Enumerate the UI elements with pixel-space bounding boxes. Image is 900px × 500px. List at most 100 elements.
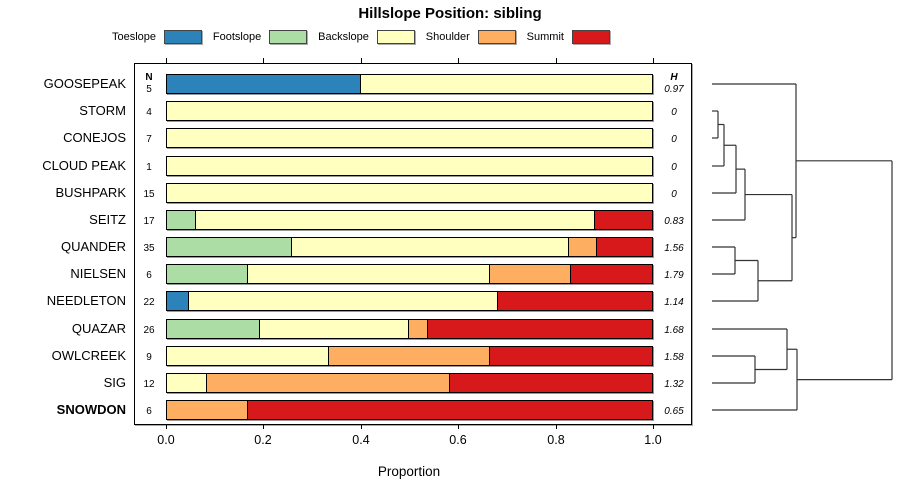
axis-tick-top xyxy=(458,58,459,63)
bar-segment-summit xyxy=(596,238,652,256)
bar-row xyxy=(166,373,653,393)
bar-row xyxy=(166,291,653,311)
bar-row xyxy=(166,319,653,339)
h-value: 0 xyxy=(671,134,677,145)
legend-label: Summit xyxy=(526,30,564,43)
legend-label: Shoulder xyxy=(425,30,470,43)
bar-row xyxy=(166,237,653,257)
bar-segment-backslope xyxy=(247,265,491,283)
n-column-header: N xyxy=(145,72,153,83)
site-label: QUAZAR xyxy=(71,321,126,336)
legend-swatch-icon xyxy=(269,29,308,44)
n-value: 9 xyxy=(146,352,152,363)
bar-segment-toeslope xyxy=(167,292,189,310)
bar-row xyxy=(166,156,653,176)
bar-row xyxy=(166,101,653,121)
h-value: 1.58 xyxy=(664,352,684,363)
bar-segment-backslope xyxy=(167,374,208,392)
n-value: 1 xyxy=(146,162,152,173)
site-label: CONEJOS xyxy=(63,130,126,145)
axis-tick-label: 0.2 xyxy=(254,433,272,447)
bar-segment-summit xyxy=(490,347,652,365)
h-value: 0 xyxy=(671,107,677,118)
n-value: 6 xyxy=(146,406,152,417)
h-value: 1.68 xyxy=(664,325,684,336)
bar-segment-footslope xyxy=(167,265,248,283)
bar-segment-backslope xyxy=(291,238,570,256)
axis-tick-bottom xyxy=(458,424,459,429)
legend-swatch-icon xyxy=(164,29,203,44)
n-value: 17 xyxy=(143,216,155,227)
bar-segment-backslope xyxy=(260,320,410,338)
h-value: 0.97 xyxy=(664,84,684,95)
site-label: QUANDER xyxy=(60,239,126,254)
legend-swatch-icon xyxy=(477,29,516,44)
h-value: 1.56 xyxy=(664,243,684,254)
legend-item: Backslope xyxy=(318,29,415,44)
n-value: 15 xyxy=(143,189,155,200)
legend-item: Footslope xyxy=(213,29,308,44)
h-value: 0.83 xyxy=(664,216,684,227)
axis-tick-bottom xyxy=(653,424,654,429)
bar-row xyxy=(166,183,653,203)
bar-segment-summit xyxy=(571,265,652,283)
bar-segment-backslope xyxy=(361,75,652,93)
legend-swatch-icon xyxy=(376,29,415,44)
n-value: 35 xyxy=(143,243,155,254)
axis-tick-label: 0.6 xyxy=(449,433,467,447)
bar-segment-shoulder xyxy=(409,320,428,338)
bar-segment-summit xyxy=(594,211,652,229)
legend-item: Summit xyxy=(526,29,610,44)
bar-row xyxy=(166,264,653,284)
n-value: 22 xyxy=(143,297,155,308)
site-label: CLOUD PEAK xyxy=(42,158,126,173)
bar-row xyxy=(166,210,653,230)
h-value: 0.65 xyxy=(664,406,684,417)
site-label: NIELSEN xyxy=(70,266,126,281)
h-column-header: H xyxy=(670,72,678,83)
bar-segment-shoulder xyxy=(490,265,572,283)
axis-tick-bottom xyxy=(263,424,264,429)
site-label: SNOWDON xyxy=(56,402,126,417)
n-value: 7 xyxy=(146,134,152,145)
bar-segment-backslope xyxy=(167,157,652,175)
bar-segment-footslope xyxy=(167,211,196,229)
bar-segment-summit xyxy=(497,292,652,310)
axis-tick-label: 0.4 xyxy=(352,433,370,447)
bar-segment-backslope xyxy=(188,292,498,310)
bar-segment-shoulder xyxy=(167,401,248,419)
legend-swatch-icon xyxy=(571,29,610,44)
legend-label: Toeslope xyxy=(112,30,157,43)
legend-item: Toeslope xyxy=(112,29,203,44)
legend-label: Backslope xyxy=(318,30,369,43)
legend-item: Shoulder xyxy=(425,29,516,44)
n-value: 4 xyxy=(146,107,152,118)
bar-segment-summit xyxy=(427,320,652,338)
bar-segment-backslope xyxy=(167,347,329,365)
h-value: 0 xyxy=(671,189,677,200)
axis-tick-top xyxy=(166,58,167,63)
n-value: 5 xyxy=(146,84,152,95)
h-value: 0 xyxy=(671,162,677,173)
bar-row xyxy=(166,128,653,148)
bar-segment-footslope xyxy=(167,320,261,338)
site-label: STORM xyxy=(79,103,126,118)
n-value: 26 xyxy=(143,325,155,336)
axis-tick-label: 0.0 xyxy=(157,433,175,447)
bar-segment-backslope xyxy=(195,211,595,229)
n-value: 6 xyxy=(146,270,152,281)
h-value: 1.79 xyxy=(664,270,684,281)
chart-title: Hillslope Position: sibling xyxy=(358,5,542,22)
bar-row xyxy=(166,400,653,420)
bar-segment-summit xyxy=(247,401,652,419)
bar-segment-backslope xyxy=(167,129,652,147)
x-axis-title: Proportion xyxy=(377,464,441,479)
bar-segment-shoulder xyxy=(569,238,597,256)
h-value: 1.14 xyxy=(664,297,684,308)
bar-segment-toeslope xyxy=(167,75,361,93)
bar-row xyxy=(166,346,653,366)
n-value: 12 xyxy=(143,379,155,390)
axis-tick-top xyxy=(263,58,264,63)
